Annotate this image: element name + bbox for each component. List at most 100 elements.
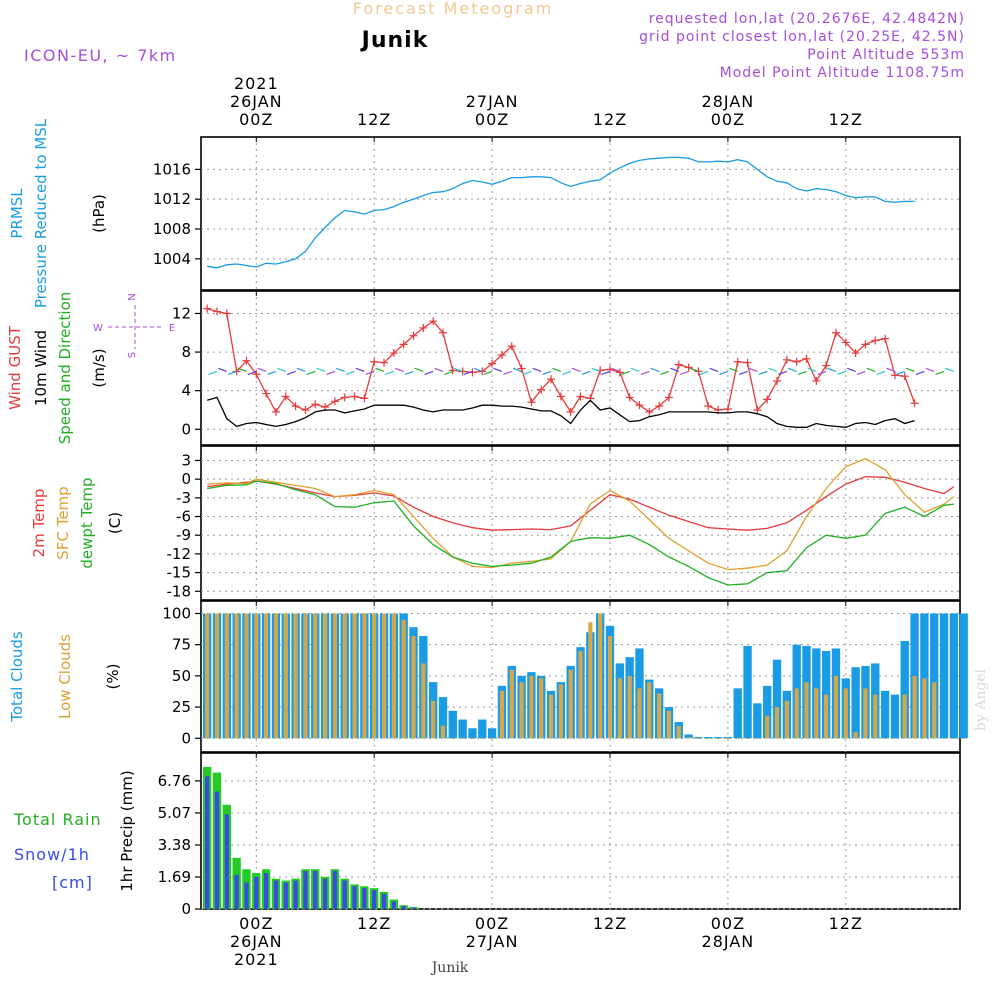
bar xyxy=(391,613,396,739)
bar xyxy=(922,678,927,739)
wind-direction-arrow xyxy=(905,367,915,372)
gust-marker xyxy=(389,349,398,358)
bar xyxy=(637,688,642,739)
wind-direction-arrow xyxy=(738,370,748,376)
bar xyxy=(743,645,752,739)
wind-direction-arrow xyxy=(473,367,483,372)
bar xyxy=(254,876,259,909)
wind-direction-arrow xyxy=(807,367,817,372)
gust-marker xyxy=(890,371,899,380)
bar xyxy=(438,697,448,739)
wind-direction-arrow xyxy=(257,367,267,372)
gust-marker xyxy=(497,350,506,359)
wind-direction-arrow xyxy=(846,367,856,372)
bar xyxy=(391,901,396,909)
bar xyxy=(578,650,583,739)
wind-direction-arrow xyxy=(375,367,385,372)
y-tick-label: 12 xyxy=(172,304,191,322)
gust-marker xyxy=(871,336,880,345)
wind-direction-arrow xyxy=(660,370,670,376)
wind-direction-arrow xyxy=(670,367,679,372)
bar xyxy=(939,613,949,739)
wind-direction-arrow xyxy=(522,370,532,376)
y-tick-label: -3 xyxy=(176,489,191,507)
compass-west: W xyxy=(93,323,103,334)
bar xyxy=(509,669,514,739)
bar xyxy=(704,737,713,739)
gust-marker xyxy=(547,375,556,384)
bar xyxy=(863,688,868,739)
gust-marker xyxy=(615,368,624,377)
wind-direction-arrow xyxy=(247,370,257,376)
wind-direction-arrow xyxy=(748,367,758,372)
gust-marker xyxy=(537,385,546,394)
wind-direction-arrow xyxy=(277,367,286,372)
wind-direction-arrow xyxy=(797,370,807,376)
bar xyxy=(941,738,947,739)
bar xyxy=(735,738,740,739)
wind-direction-arrow xyxy=(483,370,493,376)
wind-direction-arrow xyxy=(296,367,306,372)
gust-marker xyxy=(831,328,840,337)
bar xyxy=(224,814,229,909)
watermark: by Angel xyxy=(973,668,989,731)
axis-label: SFC Temp xyxy=(54,486,72,559)
bar xyxy=(902,694,907,739)
wind-direction-arrow xyxy=(385,370,395,376)
bar xyxy=(431,700,436,739)
axis-label: Low Clouds xyxy=(56,634,74,719)
bar xyxy=(539,678,544,739)
wind-direction-arrow xyxy=(611,367,621,372)
time-label-top: 12Z xyxy=(593,110,627,129)
bar xyxy=(961,738,966,739)
bar xyxy=(313,613,318,739)
gust-marker xyxy=(773,377,782,386)
bar xyxy=(224,613,229,739)
gust-marker xyxy=(645,407,654,416)
bar xyxy=(244,882,249,909)
bar xyxy=(824,694,829,739)
wind-direction-arrow xyxy=(827,367,837,372)
wind-direction-arrow xyxy=(856,370,866,376)
bar xyxy=(401,906,406,909)
wind-direction-arrow xyxy=(925,367,935,372)
bar xyxy=(920,613,929,739)
bar xyxy=(234,874,239,909)
gust-marker xyxy=(576,392,585,401)
gust-marker xyxy=(242,356,251,365)
time-label-top: 00Z xyxy=(711,110,745,129)
wind-direction-arrow xyxy=(218,367,228,372)
bar xyxy=(499,690,505,739)
bar xyxy=(372,890,377,909)
gust-marker xyxy=(606,365,614,374)
bar xyxy=(322,613,328,739)
bar xyxy=(448,710,457,739)
gust-marker xyxy=(851,349,860,358)
gust-marker xyxy=(910,399,919,408)
gust-marker xyxy=(625,393,634,402)
bar xyxy=(293,880,298,909)
bar xyxy=(214,791,220,909)
bar xyxy=(772,659,782,739)
gust-marker xyxy=(340,393,349,402)
bar xyxy=(892,738,898,739)
bar xyxy=(234,613,239,739)
wind-direction-arrow xyxy=(336,367,345,372)
wind-direction-arrow xyxy=(886,367,896,372)
y-tick-label: 0 xyxy=(181,470,191,488)
time-label-top: 2021 xyxy=(234,74,279,93)
y-tick-label: -12 xyxy=(167,545,192,563)
bar xyxy=(205,613,210,739)
gust-marker xyxy=(763,395,772,404)
gust-marker xyxy=(429,317,438,326)
wind-direction-arrow xyxy=(729,367,738,372)
bar xyxy=(873,694,878,739)
wind-direction-arrow xyxy=(915,370,925,376)
wind-direction-arrow xyxy=(709,367,719,372)
bar xyxy=(293,613,298,739)
time-label-top: 28JAN xyxy=(702,92,755,111)
y-tick-label: 25 xyxy=(172,698,191,716)
wind-direction-arrow xyxy=(699,370,709,376)
y-tick-label: 3.38 xyxy=(158,836,191,854)
